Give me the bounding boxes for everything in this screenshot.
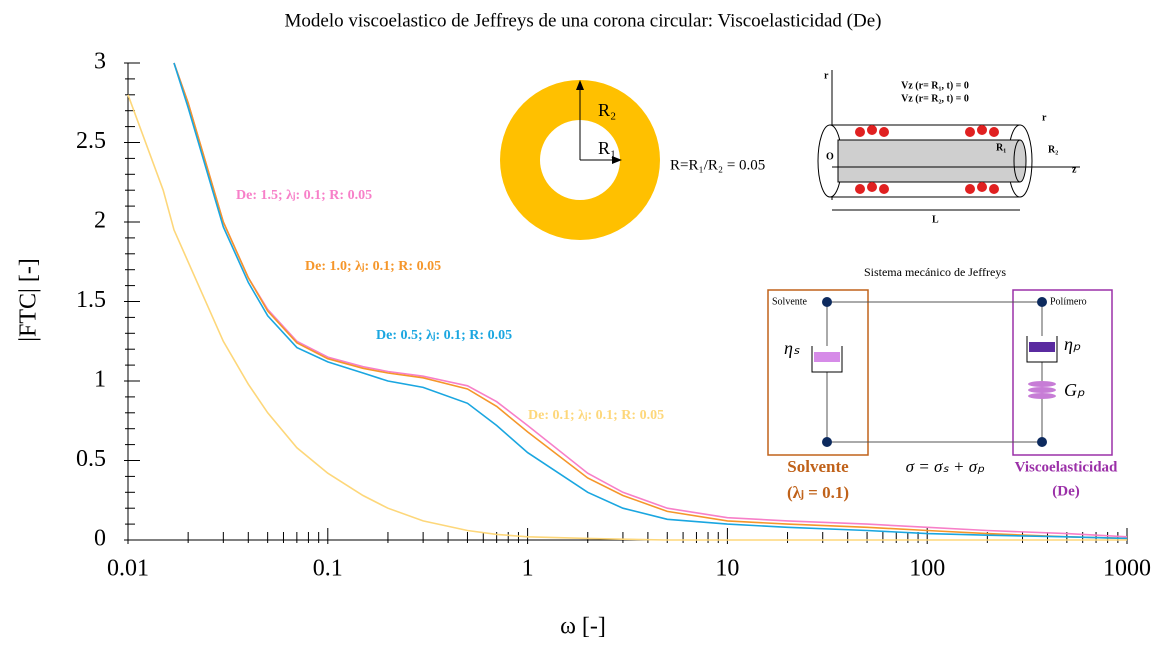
x-tick-label: 1: [522, 556, 534, 582]
cylinder-end: [1014, 140, 1026, 182]
x-axis-label: ω [-]: [560, 614, 606, 640]
y-tick-label: 1.5: [76, 287, 106, 313]
jeffreys-text: Solvente: [787, 457, 849, 476]
y-tick-label: 2: [94, 208, 106, 234]
jeffreys-diagram: Sistema mecánico de Jeffreys Solvente Po…: [768, 265, 1118, 502]
pipe-text: L: [932, 214, 939, 225]
y-tick-label: 1: [94, 367, 106, 393]
piston: [1029, 342, 1055, 352]
spring: [1028, 381, 1056, 399]
piston: [814, 352, 840, 362]
polymer-box: [1013, 290, 1112, 455]
x-tick-label: 0.1: [313, 556, 343, 582]
jeffreys-text: σ = σₛ + σₚ: [906, 457, 985, 476]
pipe-text: R₁: [996, 142, 1006, 153]
jeffreys-text: (De): [1052, 483, 1079, 499]
ring-label: R₂: [598, 100, 616, 120]
y-tick-label: 0: [94, 526, 106, 552]
pipe-text: r: [1042, 112, 1047, 123]
pipe-text: z: [1072, 164, 1077, 175]
chart: Modelo viscoelastico de Jeffreys de una …: [0, 0, 1166, 646]
jeffreys-text: Viscoelasticidad: [1015, 459, 1118, 475]
pipe-diagram: Vz (r= R₁, t) = 0 Vz (r= R₂, t) = 0 r r …: [818, 70, 1080, 225]
jeffreys-text: Polímero: [1050, 296, 1087, 307]
x-tick-label: 10: [715, 556, 739, 582]
pipe-text: r: [824, 70, 829, 81]
legend-label: De: 1.0; λⱼ: 0.1; R: 0.05: [305, 259, 441, 274]
y-tick-label: 2.5: [76, 128, 106, 154]
y-tick-label: 3: [94, 49, 106, 75]
chart-title: Modelo viscoelastico de Jeffreys de una …: [285, 10, 882, 31]
jeffreys-text: ηₚ: [1064, 334, 1081, 354]
pipe-text: R₂: [1048, 144, 1058, 155]
x-tick-label: 0.01: [107, 556, 149, 582]
y-axis-label: |FTC| [-]: [16, 258, 42, 342]
jeffreys-text: (λⱼ = 0.1): [787, 483, 849, 502]
pipe-text: Vz (r= R₁, t) = 0: [901, 80, 969, 91]
jeffreys-text: Solvente: [772, 296, 808, 307]
pipe-text: Vz (r= R₂, t) = 0: [901, 93, 969, 104]
inner-cylinder: [838, 140, 1020, 182]
jeffreys-text: ηₛ: [784, 338, 800, 358]
legend-label: De: 1.5; λⱼ: 0.1; R: 0.05: [236, 188, 372, 203]
ring-formula: R=R₁/R₂ = 0.05: [670, 157, 765, 173]
x-tick-label: 1000: [1103, 556, 1151, 582]
pipe-text: O: [826, 151, 834, 162]
legend-label: De: 0.5; λⱼ: 0.1; R: 0.05: [376, 328, 512, 343]
x-tick-label: 100: [909, 556, 945, 582]
jeffreys-title: Sistema mecánico de Jeffreys: [864, 265, 1006, 279]
ring-diagram: R₂ R₁ R=R₁/R₂ = 0.05: [500, 80, 765, 240]
y-tick-label: 0.5: [76, 446, 106, 472]
jeffreys-text: Gₚ: [1064, 380, 1085, 400]
legend-label: De: 0.1; λⱼ: 0.1; R: 0.05: [528, 408, 664, 423]
ring-label: R₁: [598, 138, 616, 158]
